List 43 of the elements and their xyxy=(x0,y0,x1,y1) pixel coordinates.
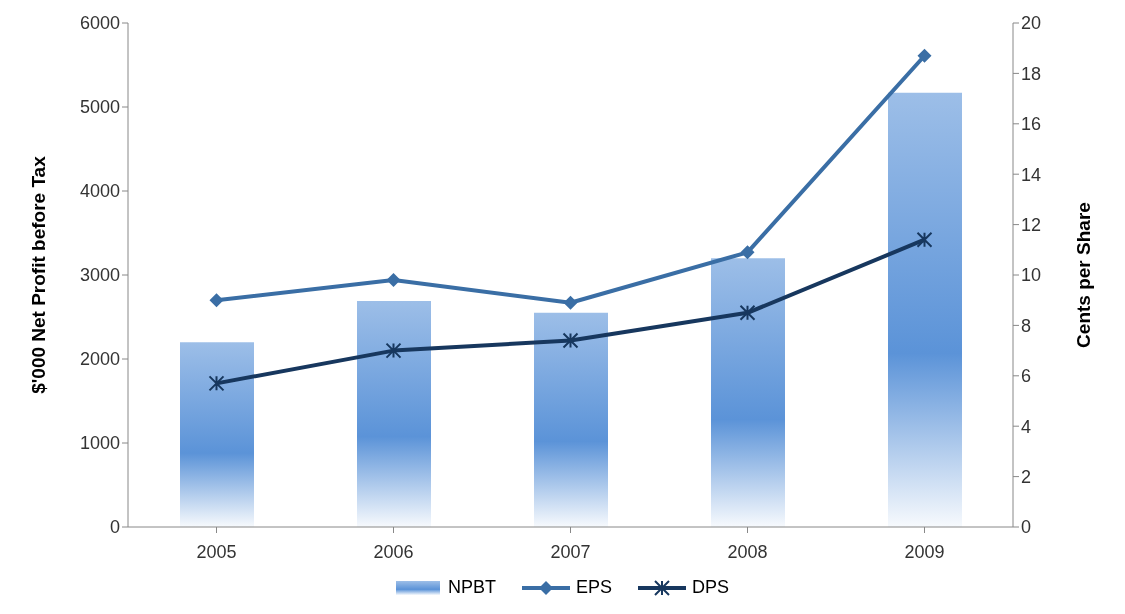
y2-tick-label: 0 xyxy=(1021,517,1032,538)
x-tick-label: 2005 xyxy=(196,541,237,562)
y-tick-label: 2000 xyxy=(79,349,120,370)
point xyxy=(739,304,756,321)
y2-tick-label: 10 xyxy=(1021,265,1042,286)
legend-label: EPS xyxy=(575,577,613,598)
y-tick-label: 1000 xyxy=(79,433,120,454)
y2-tick-label: 12 xyxy=(1021,214,1042,235)
y2-tick-label: 20 xyxy=(1021,13,1042,34)
bar xyxy=(711,258,785,527)
point xyxy=(208,375,225,392)
x-tick-label: 2009 xyxy=(904,541,945,562)
y2-tick-label: 8 xyxy=(1021,315,1032,336)
x-tick-label: 2008 xyxy=(727,541,768,562)
y2-axis-title: Cents per Share xyxy=(1072,202,1094,348)
x-tick-label: 2007 xyxy=(550,541,591,562)
bar xyxy=(357,301,431,527)
legend-label: DPS xyxy=(692,577,730,598)
point xyxy=(562,332,579,349)
x-tick-label: 2006 xyxy=(373,541,414,562)
point xyxy=(740,245,755,260)
y2-tick-label: 14 xyxy=(1021,164,1042,185)
bar xyxy=(180,342,254,527)
y-tick-label: 5000 xyxy=(79,97,120,118)
y2-tick-label: 16 xyxy=(1021,114,1042,135)
y2-tick-label: 6 xyxy=(1021,366,1032,387)
y-axis-title: $'000 Net Profit before Tax xyxy=(27,155,49,394)
y2-tick-label: 2 xyxy=(1021,466,1032,487)
y-tick-label: 4000 xyxy=(79,181,120,202)
point xyxy=(916,231,933,248)
y-tick-label: 0 xyxy=(109,517,120,538)
y2-tick-label: 18 xyxy=(1021,63,1042,84)
y-tick-label: 3000 xyxy=(79,265,120,286)
point xyxy=(386,273,401,288)
y2-tick-label: 4 xyxy=(1021,416,1032,437)
bar xyxy=(534,312,608,527)
legend-label: NPBT xyxy=(447,577,496,598)
point xyxy=(209,293,224,308)
y-tick-label: 6000 xyxy=(79,13,120,34)
point xyxy=(563,295,578,310)
point xyxy=(917,48,932,63)
point xyxy=(385,342,402,359)
bar xyxy=(888,92,962,527)
